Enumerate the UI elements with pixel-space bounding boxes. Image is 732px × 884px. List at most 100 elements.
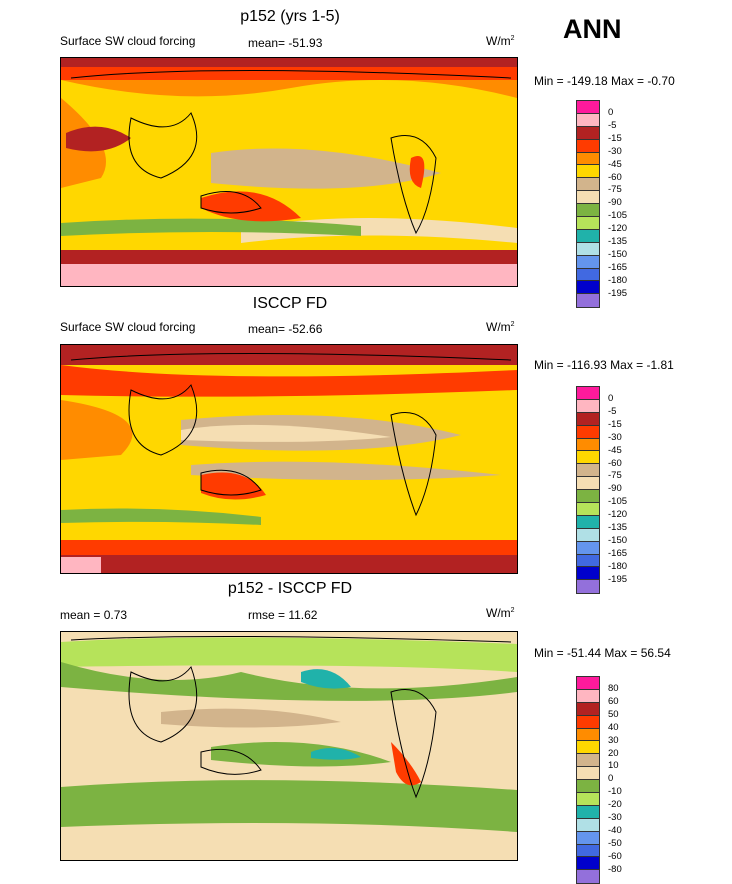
colorbar-swatch bbox=[577, 767, 599, 781]
colorbar-tick-label: -90 bbox=[608, 197, 622, 209]
colorbar-swatch bbox=[577, 101, 599, 114]
colorbar-tick-label: -15 bbox=[608, 132, 622, 144]
colorbar-swatch bbox=[577, 728, 599, 742]
colorbar-swatch bbox=[577, 805, 599, 819]
colorbar-swatch bbox=[577, 294, 599, 308]
colorbar-swatch bbox=[577, 165, 599, 179]
colorbar-swatch bbox=[577, 268, 599, 282]
colorbar-swatch bbox=[577, 715, 599, 729]
colorbar-tick-label: 20 bbox=[608, 747, 619, 759]
panel-2-colorbar bbox=[576, 386, 600, 595]
colorbar-swatch bbox=[577, 126, 599, 140]
colorbar-tick-label: -120 bbox=[608, 223, 628, 235]
colorbar-tick-label: -90 bbox=[608, 483, 622, 495]
colorbar-swatch bbox=[577, 677, 599, 690]
colorbar-swatch bbox=[577, 412, 599, 426]
panel-3-minmax: Min = -51.44 Max = 56.54 bbox=[534, 646, 671, 660]
colorbar-tick-label: -150 bbox=[608, 248, 628, 260]
colorbar-swatch bbox=[577, 702, 599, 716]
panel-3-colorbar bbox=[576, 676, 600, 884]
colorbar-swatch bbox=[577, 281, 599, 295]
colorbar-swatch bbox=[577, 387, 599, 400]
colorbar-tick-label: 80 bbox=[608, 683, 619, 694]
panel-1-colorbar bbox=[576, 100, 600, 309]
colorbar-swatch bbox=[577, 152, 599, 166]
colorbar-swatch bbox=[577, 870, 599, 884]
panel-1-title: p152 (yrs 1-5) bbox=[240, 8, 340, 25]
colorbar-tick-label: -195 bbox=[608, 287, 628, 299]
colorbar-tick-label: -180 bbox=[608, 560, 628, 572]
colorbar-tick-label: 50 bbox=[608, 708, 619, 720]
colorbar-swatch bbox=[577, 554, 599, 568]
colorbar-tick-label: -60 bbox=[608, 457, 622, 469]
colorbar-tick-label: 10 bbox=[608, 760, 619, 772]
panel-3-mean: mean = 0.73 bbox=[60, 608, 128, 622]
panel-2-left-label: Surface SW cloud forcing bbox=[60, 320, 196, 334]
colorbar-tick-label: -195 bbox=[608, 573, 628, 585]
colorbar-swatch bbox=[577, 139, 599, 153]
colorbar-swatch bbox=[577, 818, 599, 832]
panel-1-left-label: Surface SW cloud forcing bbox=[60, 34, 196, 48]
colorbar-swatch bbox=[577, 515, 599, 529]
panel-2-minmax: Min = -116.93 Max = -1.81 bbox=[534, 358, 674, 372]
colorbar-swatch bbox=[577, 438, 599, 452]
colorbar-tick-label: 60 bbox=[608, 695, 619, 707]
colorbar-tick-label: -180 bbox=[608, 274, 628, 286]
colorbar-tick-label: 30 bbox=[608, 734, 619, 746]
colorbar-swatch bbox=[577, 451, 599, 465]
panel-1-units: W/m2 bbox=[486, 34, 515, 48]
panel-1-map bbox=[60, 57, 518, 287]
colorbar-swatch bbox=[577, 541, 599, 555]
colorbar-tick-label: -10 bbox=[608, 786, 622, 798]
colorbar-swatch bbox=[577, 857, 599, 871]
colorbar-tick-label: -75 bbox=[608, 184, 622, 196]
panel-2-units: W/m2 bbox=[486, 320, 515, 334]
colorbar-tick-label: -20 bbox=[608, 799, 622, 811]
colorbar-tick-label: -105 bbox=[608, 210, 628, 222]
colorbar-swatch bbox=[577, 464, 599, 478]
panel-2-mean: mean= -52.66 bbox=[248, 322, 323, 336]
colorbar-swatch bbox=[577, 689, 599, 703]
panel-3-rmse: rmse = 11.62 bbox=[248, 608, 318, 622]
colorbar-swatch bbox=[577, 567, 599, 581]
colorbar-swatch bbox=[577, 399, 599, 413]
colorbar-swatch bbox=[577, 217, 599, 230]
colorbar-tick-label: -150 bbox=[608, 534, 628, 546]
colorbar-tick-label: -60 bbox=[608, 850, 622, 862]
colorbar-tick-label: -5 bbox=[608, 405, 617, 417]
colorbar-tick-label: 0 bbox=[608, 107, 614, 118]
colorbar-tick-label: -105 bbox=[608, 496, 628, 508]
panel-3-title: p152 - ISCCP FD bbox=[227, 580, 353, 597]
panel-2-title: ISCCP FD bbox=[252, 295, 328, 312]
colorbar-swatch bbox=[577, 793, 599, 806]
colorbar-swatch bbox=[577, 204, 599, 218]
colorbar-tick-label: -15 bbox=[608, 418, 622, 430]
colorbar-tick-label: -45 bbox=[608, 444, 622, 456]
colorbar-swatch bbox=[577, 741, 599, 755]
colorbar-swatch bbox=[577, 528, 599, 542]
panel-3-units: W/m2 bbox=[486, 606, 515, 620]
colorbar-swatch bbox=[577, 503, 599, 516]
colorbar-swatch bbox=[577, 113, 599, 127]
colorbar-tick-label: 0 bbox=[608, 393, 614, 404]
colorbar-tick-label: -30 bbox=[608, 145, 622, 157]
colorbar-tick-label: -75 bbox=[608, 470, 622, 482]
colorbar-tick-label: 40 bbox=[608, 721, 619, 733]
colorbar-tick-label: 0 bbox=[608, 773, 614, 785]
panel-3-map bbox=[60, 631, 518, 861]
panel-2-map bbox=[60, 344, 518, 574]
colorbar-swatch bbox=[577, 229, 599, 243]
colorbar-tick-label: -5 bbox=[608, 119, 617, 131]
colorbar-swatch bbox=[577, 844, 599, 858]
colorbar-tick-label: -40 bbox=[608, 824, 622, 836]
colorbar-tick-label: -165 bbox=[608, 261, 628, 273]
colorbar-swatch bbox=[577, 242, 599, 256]
season-label: ANN bbox=[563, 14, 622, 44]
colorbar-tick-label: -30 bbox=[608, 812, 622, 823]
colorbar-tick-label: -30 bbox=[608, 431, 622, 443]
colorbar-swatch bbox=[577, 780, 599, 794]
colorbar-tick-label: -80 bbox=[608, 863, 622, 875]
colorbar-tick-label: -165 bbox=[608, 547, 628, 559]
panel-1-mean: mean= -51.93 bbox=[248, 36, 323, 50]
colorbar-swatch bbox=[577, 831, 599, 845]
